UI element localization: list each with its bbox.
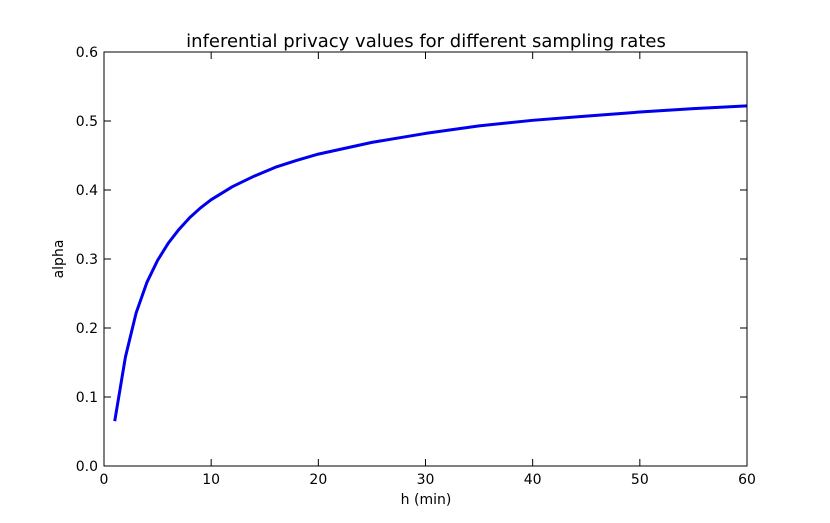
series-line: [113, 104, 748, 422]
x-tick-label: 10: [202, 472, 220, 488]
x-tick-label: 20: [309, 472, 327, 488]
ticks-layer: 0 10 20 30 40 50 60 0.0 0.1 0.2 0.3 0.4 0.5 0.6: [76, 45, 756, 488]
x-tick-label: 30: [417, 472, 435, 488]
series-layer: [113, 104, 748, 422]
y-tick-label: 0.6: [76, 45, 98, 61]
y-axis-label: alpha: [51, 240, 67, 279]
x-tick-label: 40: [524, 472, 542, 488]
y-tick-label: 0.5: [76, 114, 98, 130]
x-tick-label: 50: [631, 472, 649, 488]
x-axis-label: h (min): [401, 492, 452, 508]
plot-area-frame: [103, 51, 748, 467]
y-tick-label: 0.0: [76, 459, 98, 475]
y-tick-label: 0.3: [76, 252, 98, 268]
x-tick-label: 0: [100, 472, 109, 488]
chart-title: inferential privacy values for different…: [186, 31, 666, 52]
y-tick-label: 0.2: [76, 321, 98, 337]
y-tick-label: 0.1: [76, 390, 98, 406]
x-tick-label: 60: [738, 472, 756, 488]
y-tick-label: 0.4: [76, 183, 98, 199]
